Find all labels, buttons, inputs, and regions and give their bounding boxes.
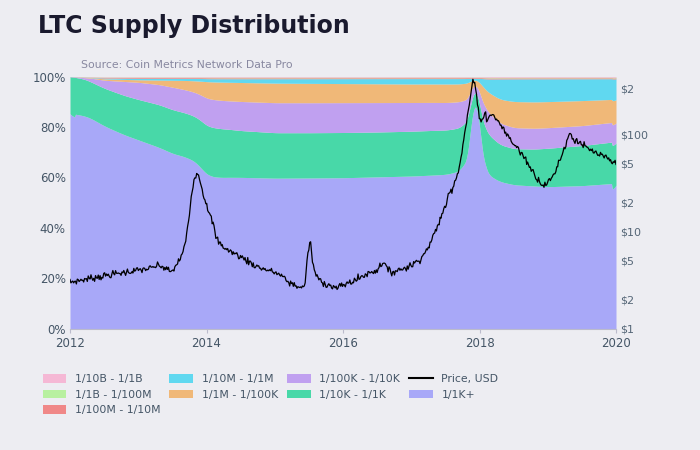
Legend: 1/10B - 1/1B, 1/1B - 1/100M, 1/100M - 1/10M, 1/10M - 1/1M, 1/1M - 1/100K, 1/100K: 1/10B - 1/1B, 1/1B - 1/100M, 1/100M - 1/… bbox=[43, 374, 498, 415]
Text: Source: Coin Metrics Network Data Pro: Source: Coin Metrics Network Data Pro bbox=[81, 60, 293, 70]
Text: LTC Supply Distribution: LTC Supply Distribution bbox=[38, 14, 350, 37]
